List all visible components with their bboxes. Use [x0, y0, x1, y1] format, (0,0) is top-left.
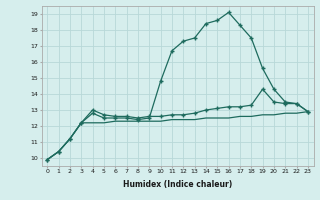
X-axis label: Humidex (Indice chaleur): Humidex (Indice chaleur)	[123, 180, 232, 189]
